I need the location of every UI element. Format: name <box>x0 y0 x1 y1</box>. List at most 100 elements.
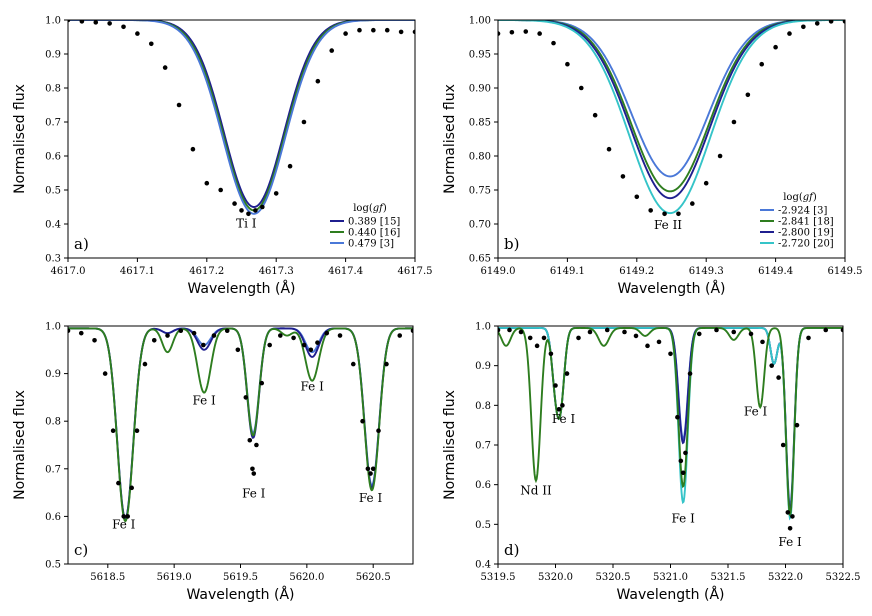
observed-point <box>412 29 415 35</box>
observed-point <box>690 201 695 206</box>
series-line-0 <box>68 20 415 208</box>
observed-point <box>410 328 413 334</box>
observed-point <box>315 78 321 84</box>
y-tick-label: 0.6 <box>45 512 61 523</box>
observed-point <box>776 375 781 380</box>
legend-entry: 0.479 [3] <box>348 239 394 250</box>
observed-point <box>560 403 565 408</box>
observed-point <box>360 418 365 424</box>
x-tick-label: 5620.0 <box>289 572 324 583</box>
panel-c: 5618.5 5619.0 5619.5 5620.0 5620.5 0.5 0.6 0.7 0… <box>12 322 414 603</box>
plot-area <box>498 20 845 217</box>
legend: log(gf) 0.389 [15]0.440 [16]0.479 [3] <box>330 203 400 250</box>
observed-point <box>116 480 121 486</box>
observed-point <box>785 510 791 515</box>
x-tick-label: 6149.1 <box>550 266 585 277</box>
observed-point <box>687 371 693 376</box>
observed-point <box>135 31 140 36</box>
observed-point <box>151 337 157 343</box>
x-axis-label: Wavelength (Å) <box>616 586 724 603</box>
observed-point <box>398 29 404 35</box>
y-tick-label: 0.6 <box>475 480 491 491</box>
observed-point <box>260 204 265 210</box>
series-line-3 <box>498 327 843 517</box>
observed-point <box>794 422 800 428</box>
observed-point <box>176 102 182 108</box>
y-tick-label: 0.6 <box>45 152 61 163</box>
observed-point <box>556 407 562 412</box>
observed-point <box>703 180 709 186</box>
observed-point <box>759 61 765 67</box>
observed-point <box>291 335 296 341</box>
x-tick-label: 6149.2 <box>619 266 654 277</box>
observed-point <box>191 330 197 336</box>
legend-entry: -2.924 [3] <box>778 206 827 217</box>
observed-point <box>668 351 673 357</box>
y-tick-label: 0.9 <box>45 369 61 380</box>
observed-point <box>368 471 373 476</box>
x-tick-label: 6149.0 <box>481 266 516 277</box>
y-axis-label: Normalised flux <box>442 84 458 194</box>
y-tick-label: 0.5 <box>45 186 61 197</box>
plot-frame <box>497 19 846 259</box>
observed-point <box>337 333 343 338</box>
observed-point <box>162 65 168 70</box>
x-tick-label: 4617.2 <box>189 266 224 277</box>
observed-point <box>645 343 650 349</box>
line-annotation: Fe I <box>192 394 216 408</box>
y-tick-label: 0.8 <box>45 84 61 95</box>
observed-point <box>498 31 501 36</box>
observed-point <box>840 327 843 333</box>
plot-frame <box>67 19 416 259</box>
observed-point <box>201 342 206 348</box>
observed-point <box>365 466 371 472</box>
panel-a: 4617.0 4617.1 4617.2 4617.3 4617.4 4617.5 0.3 0… <box>12 16 433 298</box>
observed-point <box>190 146 196 152</box>
x-tick-label: 5322.0 <box>768 572 803 583</box>
observed-point <box>211 333 217 338</box>
observed-point <box>509 29 515 35</box>
observed-point <box>329 48 335 53</box>
y-tick-label: 0.7 <box>45 118 61 129</box>
observed-point <box>620 174 626 179</box>
observed-point <box>787 526 793 531</box>
x-tick-label: 4617.0 <box>51 266 86 277</box>
observed-point <box>235 347 241 353</box>
observed-point <box>397 333 403 338</box>
y-tick-label: 0.65 <box>469 254 491 265</box>
observed-point <box>587 329 593 335</box>
x-tick-label: 4617.3 <box>259 266 294 277</box>
y-axis-label: Normalised flux <box>12 390 28 500</box>
observed-point <box>370 466 376 472</box>
observed-point <box>527 335 533 341</box>
y-tick-label: 1.0 <box>45 16 61 27</box>
observed-point <box>273 191 279 196</box>
observed-point <box>551 40 556 46</box>
line-annotation: Fe I <box>112 517 136 531</box>
observed-point <box>148 41 154 47</box>
y-tick-label: 0.70 <box>469 220 491 231</box>
legend: log(gf) -2.924 [3]-2.841 [18]-2.800 [19]-… <box>760 192 834 250</box>
y-tick-label: 0.4 <box>475 560 491 571</box>
y-tick-label: 0.4 <box>45 220 61 231</box>
observed-point <box>134 428 140 434</box>
observed-point <box>518 329 524 335</box>
observed-point <box>823 327 829 333</box>
observed-point <box>78 330 84 336</box>
observed-point <box>592 112 598 118</box>
y-tick-label: 0.7 <box>475 441 491 452</box>
legend-entry: -2.841 [18] <box>778 217 834 228</box>
y-tick-label: 0.3 <box>45 254 61 265</box>
y-tick-label: 0.90 <box>469 84 491 95</box>
observed-point <box>731 119 737 125</box>
observed-point <box>371 27 376 33</box>
observed-point <box>648 208 653 213</box>
observed-point <box>301 119 307 125</box>
observed-point <box>622 329 627 335</box>
observed-point <box>604 327 610 333</box>
panel-label: c) <box>74 541 88 559</box>
observed-point <box>606 146 612 152</box>
panel-d: 5319.5 5320.0 5320.5 5321.0 5321.5 5322.0 5322… <box>442 322 861 604</box>
line-annotation: Fe I <box>744 404 768 418</box>
y-tick-label: 1.0 <box>45 322 61 333</box>
